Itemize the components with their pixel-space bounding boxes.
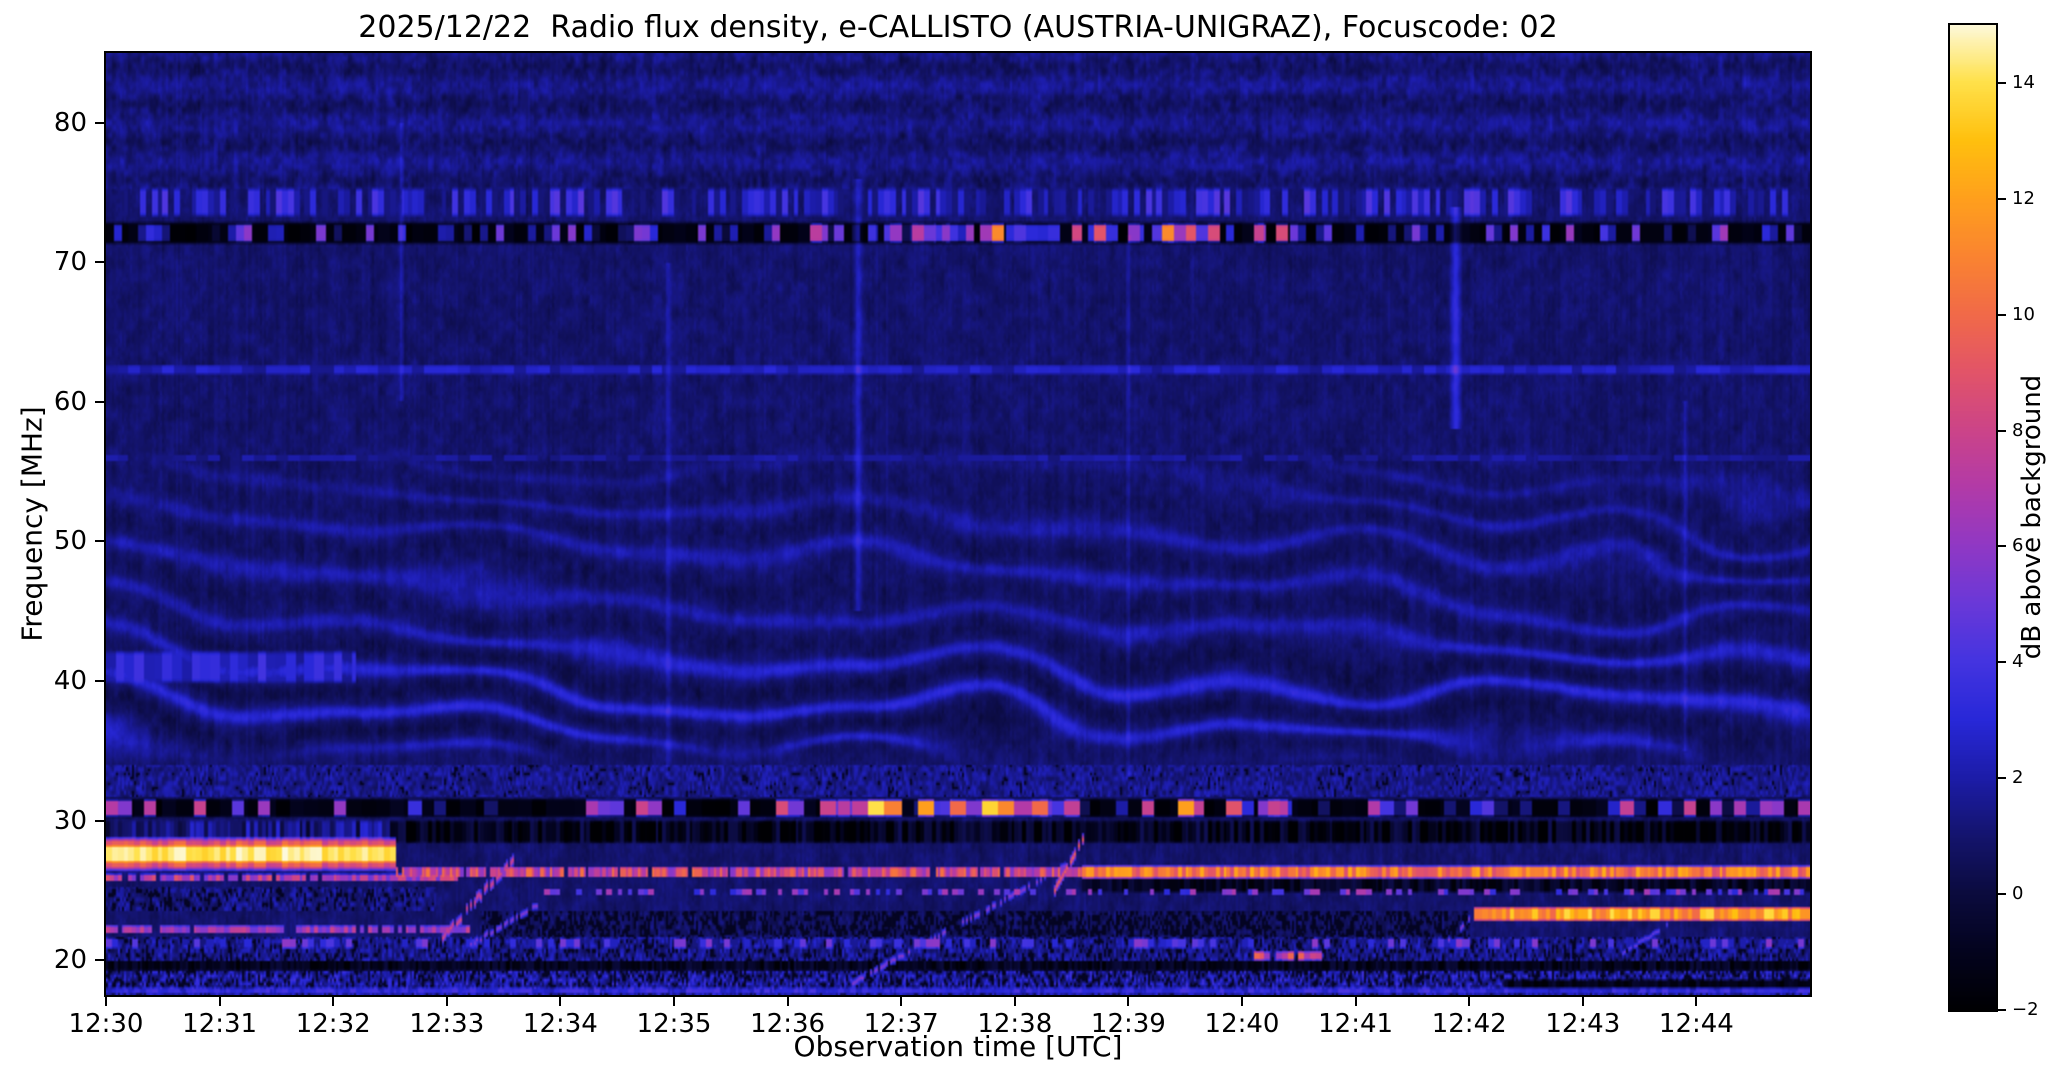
x-tick-label: 12:30 (68, 1009, 144, 1039)
y-tick-mark (95, 540, 104, 543)
colorbar-tick-label: 8 (2012, 419, 2024, 441)
x-tick-label: 12:43 (1545, 1009, 1621, 1039)
x-tick-mark (332, 997, 335, 1006)
x-tick-label: 12:35 (636, 1009, 712, 1039)
colorbar-tick-label: 6 (2012, 535, 2024, 557)
x-tick-mark (1241, 997, 1243, 1006)
y-tick-mark (95, 680, 104, 682)
colorbar-canvas (1950, 25, 1996, 1010)
y-tick-mark (95, 261, 104, 264)
colorbar-tick-mark (1998, 661, 2006, 664)
spectrogram-canvas (106, 53, 1810, 995)
colorbar-label: dB above background (2017, 374, 2047, 660)
x-tick-mark (1581, 997, 1584, 1006)
y-tick-label: 50 (53, 526, 87, 557)
colorbar-tick-label: 4 (2012, 651, 2024, 673)
colorbar-tick-label: 10 (2012, 303, 2035, 325)
y-tick-label: 60 (53, 386, 87, 417)
colorbar-tick-mark (1998, 313, 2006, 316)
x-tick-label: 12:40 (1204, 1009, 1280, 1039)
y-tick-mark (95, 121, 104, 124)
y-tick-label: 30 (53, 805, 87, 836)
y-tick-mark (95, 400, 104, 403)
x-axis-label: Observation time [UTC] (793, 1030, 1123, 1063)
x-tick-mark (105, 997, 107, 1006)
x-tick-mark (673, 997, 675, 1006)
x-tick-label: 12:42 (1431, 1009, 1507, 1039)
y-tick-label: 70 (53, 247, 87, 278)
x-tick-mark (218, 997, 221, 1006)
x-tick-label: 12:34 (522, 1009, 598, 1039)
x-tick-label: 12:32 (295, 1009, 371, 1039)
x-tick-mark (559, 997, 562, 1006)
x-tick-label: 12:31 (182, 1009, 258, 1039)
colorbar-tick-mark (1998, 777, 2006, 780)
x-tick-mark (1013, 997, 1016, 1006)
colorbar-tick-mark (1998, 429, 2006, 432)
x-tick-label: 12:44 (1658, 1009, 1734, 1039)
x-tick-label: 12:41 (1318, 1009, 1394, 1039)
colorbar-tick-label: 2 (2012, 767, 2024, 789)
x-tick-label: 12:36 (750, 1009, 826, 1039)
x-tick-mark (1695, 997, 1698, 1006)
x-tick-mark (445, 997, 448, 1006)
colorbar-tick-mark (1998, 545, 2006, 548)
x-tick-mark (1354, 997, 1357, 1006)
y-axis-label: Frequency [MHz] (15, 406, 49, 642)
colorbar-tick-mark (1998, 893, 2006, 896)
colorbar-tick-label: 14 (2012, 71, 2035, 93)
x-tick-mark (900, 997, 903, 1006)
y-tick-mark (95, 959, 104, 962)
x-tick-label: 12:39 (1090, 1009, 1166, 1039)
colorbar-tick-label: 12 (2012, 187, 2035, 209)
x-tick-label: 12:33 (409, 1009, 485, 1039)
chart-title: 2025/12/22 Radio flux density, e-CALLIST… (358, 10, 1558, 45)
x-tick-label: 12:37 (863, 1009, 939, 1039)
colorbar-tick-label: 0 (2012, 883, 2024, 905)
colorbar-tick-label: −2 (2012, 999, 2039, 1020)
y-tick-label: 20 (53, 945, 87, 976)
y-tick-mark (95, 819, 104, 822)
x-tick-mark (1127, 997, 1130, 1006)
x-tick-mark (786, 997, 789, 1006)
y-tick-label: 80 (53, 107, 87, 138)
colorbar-tick-mark (1998, 81, 2006, 84)
x-tick-mark (1468, 997, 1471, 1006)
colorbar-tick-mark (1998, 1009, 2006, 1011)
y-tick-label: 40 (53, 666, 87, 696)
colorbar-tick-mark (1998, 197, 2006, 200)
x-tick-label: 12:38 (977, 1009, 1053, 1039)
